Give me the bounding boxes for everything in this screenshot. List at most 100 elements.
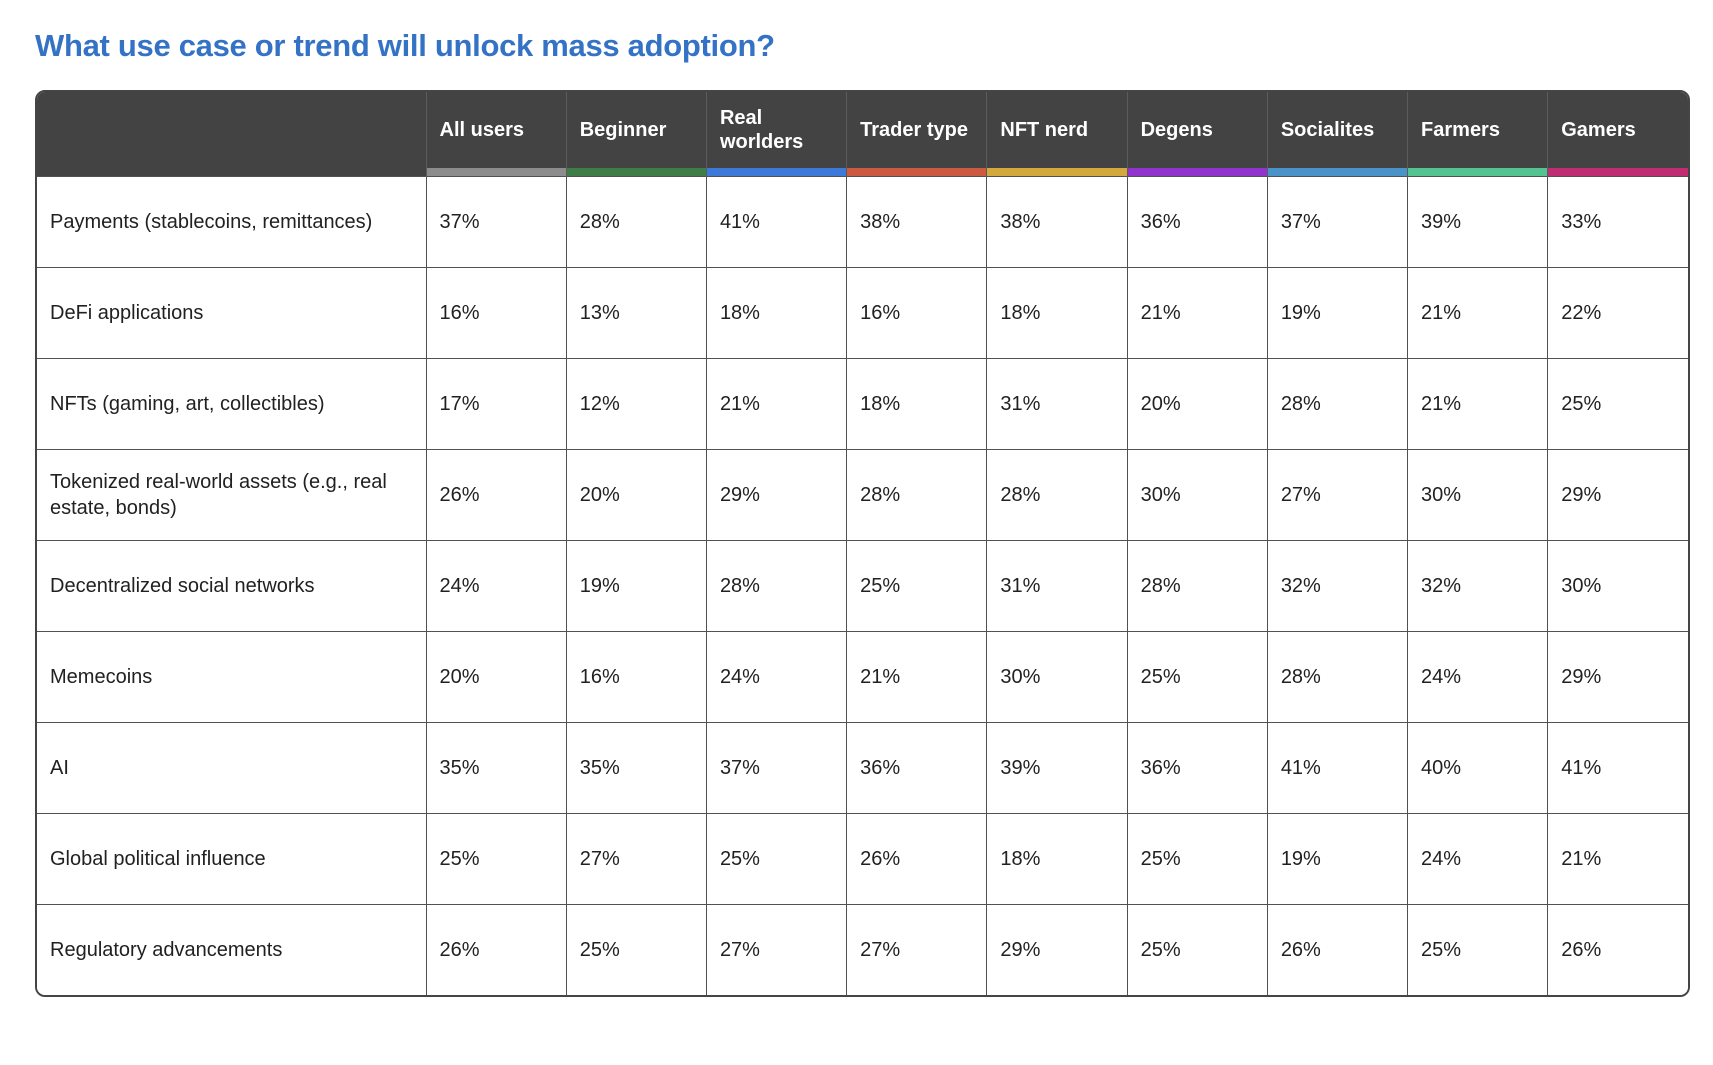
column-color-strip [1548, 168, 1688, 176]
column-header-degens: Degens [1126, 92, 1268, 177]
value-cell: 29% [986, 904, 1128, 995]
value-cell: 38% [846, 176, 988, 268]
table-corner-cell [37, 92, 426, 177]
column-header-trader-type: Trader type [846, 92, 987, 177]
column-color-strip [426, 168, 566, 176]
value-cell: 25% [1407, 904, 1549, 995]
value-cell: 25% [425, 813, 567, 905]
value-cell: 36% [1126, 176, 1268, 268]
column-color-strip [1127, 168, 1267, 176]
value-cell: 24% [705, 631, 848, 723]
row-label: Tokenized real-world assets (e.g., real … [37, 449, 427, 541]
column-color-strip [706, 168, 847, 176]
value-cell: 28% [1266, 358, 1409, 450]
value-cell: 25% [1126, 904, 1268, 995]
column-header-label: Beginner [579, 118, 667, 141]
column-color-strip [1408, 168, 1548, 176]
value-cell: 18% [846, 358, 988, 450]
value-cell: 32% [1266, 540, 1409, 632]
value-cell: 24% [425, 540, 567, 632]
column-header-gamers: Gamers [1547, 92, 1688, 177]
value-cell: 22% [1547, 267, 1688, 359]
column-header-label: NFT nerd [1000, 118, 1089, 141]
row-label: DeFi applications [37, 267, 427, 359]
column-color-strip [1267, 168, 1408, 176]
column-color-strip [847, 168, 987, 176]
value-cell: 30% [1126, 449, 1268, 541]
column-color-strip [987, 168, 1127, 176]
value-cell: 41% [1266, 722, 1409, 814]
value-cell: 37% [425, 176, 567, 268]
row-label: Global political influence [37, 813, 427, 905]
value-cell: 25% [846, 540, 988, 632]
table-header: All users Beginner Real worlders Trader typ… [37, 92, 1688, 177]
value-cell: 30% [986, 631, 1128, 723]
value-cell: 16% [846, 267, 988, 359]
column-header-label: Real worlders [719, 106, 804, 153]
column-header-farmers: Farmers [1407, 92, 1548, 177]
value-cell: 21% [1407, 267, 1549, 359]
value-cell: 37% [705, 722, 848, 814]
value-cell: 18% [986, 813, 1128, 905]
table-row-decentralized-social-networks: Decentralized social networks 24% 19% 28% 25… [37, 540, 1688, 632]
value-cell: 27% [565, 813, 707, 905]
value-cell: 38% [986, 176, 1128, 268]
value-cell: 24% [1407, 813, 1549, 905]
value-cell: 39% [986, 722, 1128, 814]
table-row-regulatory-advancements: Regulatory advancements 26% 25% 27% 27% 29% 25… [37, 904, 1688, 995]
table-row-global-political-influence: Global political influence 25% 27% 25% 26% 18… [37, 813, 1688, 905]
value-cell: 41% [705, 176, 848, 268]
value-cell: 26% [1547, 904, 1688, 995]
value-cell: 21% [1407, 358, 1549, 450]
value-cell: 19% [1266, 267, 1409, 359]
value-cell: 30% [1547, 540, 1688, 632]
data-table: All users Beginner Real worlders Trader typ… [37, 92, 1688, 995]
value-cell: 39% [1407, 176, 1549, 268]
column-header-label: Gamers [1561, 118, 1636, 141]
value-cell: 25% [1126, 631, 1268, 723]
table-body: Payments (stablecoins, remittances) 37% 28… [37, 176, 1688, 995]
value-cell: 18% [986, 267, 1128, 359]
column-header-label: Socialites [1280, 118, 1375, 141]
value-cell: 30% [1407, 449, 1549, 541]
value-cell: 12% [565, 358, 707, 450]
value-cell: 20% [425, 631, 567, 723]
row-label: Payments (stablecoins, remittances) [37, 176, 427, 268]
value-cell: 40% [1407, 722, 1549, 814]
value-cell: 31% [986, 540, 1128, 632]
row-label: Regulatory advancements [37, 904, 427, 995]
table-row-tokenized-real-world-assets-e-g-real-est: Tokenized real-world assets (e.g., real … [37, 449, 1688, 541]
column-color-strip [566, 168, 706, 176]
value-cell: 27% [1266, 449, 1409, 541]
value-cell: 28% [565, 176, 707, 268]
table-row-defi-applications: DeFi applications 16% 13% 18% 16% 18% 21% 19% 21… [37, 267, 1688, 359]
value-cell: 17% [425, 358, 567, 450]
value-cell: 25% [565, 904, 707, 995]
page: What use case or trend will unlock mass … [35, 28, 1690, 997]
adoption-table: All users Beginner Real worlders Trader typ… [35, 90, 1690, 997]
value-cell: 37% [1266, 176, 1409, 268]
page-title: What use case or trend will unlock mass … [35, 28, 775, 63]
value-cell: 26% [846, 813, 988, 905]
value-cell: 29% [1547, 449, 1688, 541]
value-cell: 31% [986, 358, 1128, 450]
value-cell: 20% [1126, 358, 1268, 450]
row-label: NFTs (gaming, art, collectibles) [37, 358, 427, 450]
row-label: Memecoins [37, 631, 427, 723]
column-header-label: Trader type [860, 118, 968, 141]
value-cell: 33% [1547, 176, 1688, 268]
value-cell: 19% [1266, 813, 1409, 905]
value-cell: 29% [1547, 631, 1688, 723]
column-header-label: Farmers [1421, 118, 1500, 141]
value-cell: 41% [1547, 722, 1688, 814]
row-label: AI [37, 722, 427, 814]
value-cell: 28% [1126, 540, 1268, 632]
table-row-memecoins: Memecoins 20% 16% 24% 21% 30% 25% 28% 24% 29% [37, 631, 1688, 723]
value-cell: 35% [565, 722, 707, 814]
value-cell: 27% [846, 904, 988, 995]
column-header-label: Degens [1140, 118, 1213, 141]
value-cell: 35% [425, 722, 567, 814]
table-row-nfts-gaming-art-collectibles: NFTs (gaming, art, collectibles) 17% 12% 21… [37, 358, 1688, 450]
value-cell: 26% [1266, 904, 1409, 995]
value-cell: 25% [705, 813, 848, 905]
